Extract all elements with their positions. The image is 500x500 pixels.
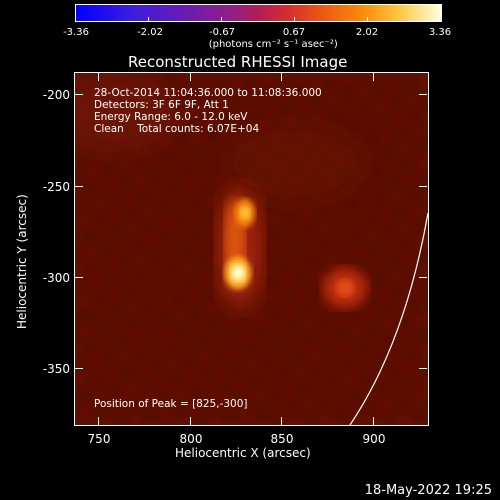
colorbar (75, 4, 442, 22)
y-tick (419, 186, 427, 187)
info-time-range: 28-Oct-2014 11:04:36.000 to 11:08:36.000 (94, 87, 322, 99)
colorbar-tick-label: 2.02 (355, 27, 379, 38)
colorbar-tick-label: -2.02 (137, 27, 163, 38)
secondary-source-core (336, 279, 354, 297)
x-tick (373, 73, 374, 81)
plot-title: Reconstructed RHESSI Image (128, 53, 348, 71)
rhessi-image-map (75, 73, 428, 425)
colorbar-tick-label: 0.67 (282, 27, 306, 38)
background-blob (75, 73, 175, 153)
rhessi-image (74, 72, 429, 426)
generation-date: 18-May-2022 19:25 (364, 483, 492, 498)
y-tick (75, 186, 83, 187)
info-peak-position: Position of Peak = [825,-300] (94, 398, 248, 410)
colorbar-tick-mark (294, 17, 295, 22)
y-tick-label: -250 (42, 180, 70, 194)
x-tick (98, 417, 99, 425)
flare-peak (231, 265, 245, 281)
colorbar-tick-label: -0.67 (209, 27, 235, 38)
y-tick-label: -200 (42, 88, 70, 102)
y-tick (75, 368, 83, 369)
x-tick (190, 417, 191, 425)
colorbar-tick-label: -3.36 (63, 27, 89, 38)
background-blob (225, 123, 365, 203)
x-tick (373, 417, 374, 425)
colorbar-tick-mark (367, 17, 368, 22)
x-tick-label: 900 (362, 432, 386, 446)
x-tick-label: 750 (87, 432, 111, 446)
y-tick (75, 277, 83, 278)
x-tick (190, 73, 191, 81)
colorbar-tick-mark (440, 17, 441, 22)
x-axis-label: Heliocentric X (arcsec) (175, 446, 311, 460)
y-tick-label: -300 (42, 271, 70, 285)
colorbar-tick-mark (148, 17, 149, 22)
solar-limb (349, 212, 428, 425)
colorbar-tick-mark (75, 17, 76, 22)
info-detectors: Detectors: 3F 6F 9F, Att 1 (94, 99, 229, 111)
y-tick (75, 94, 83, 95)
colorbar-tick-label: 3.36 (428, 27, 452, 38)
y-tick-label: -350 (42, 362, 70, 376)
x-tick (281, 73, 282, 81)
y-tick (419, 277, 427, 278)
colorbar-tick-mark (221, 17, 222, 22)
x-tick-label: 850 (270, 432, 294, 446)
x-tick (281, 417, 282, 425)
x-tick-label: 800 (179, 432, 203, 446)
y-tick (419, 94, 427, 95)
y-tick (419, 368, 427, 369)
y-axis-label: Heliocentric Y (arcsec) (15, 194, 29, 329)
flare-upper-core (240, 207, 250, 219)
colorbar-units: (photons cm⁻² s⁻¹ asec⁻²) (208, 39, 338, 50)
info-clean-counts: Clean Total counts: 6.07E+04 (94, 123, 260, 135)
x-tick (98, 73, 99, 81)
info-energy-range: Energy Range: 6.0 - 12.0 keV (94, 111, 248, 123)
